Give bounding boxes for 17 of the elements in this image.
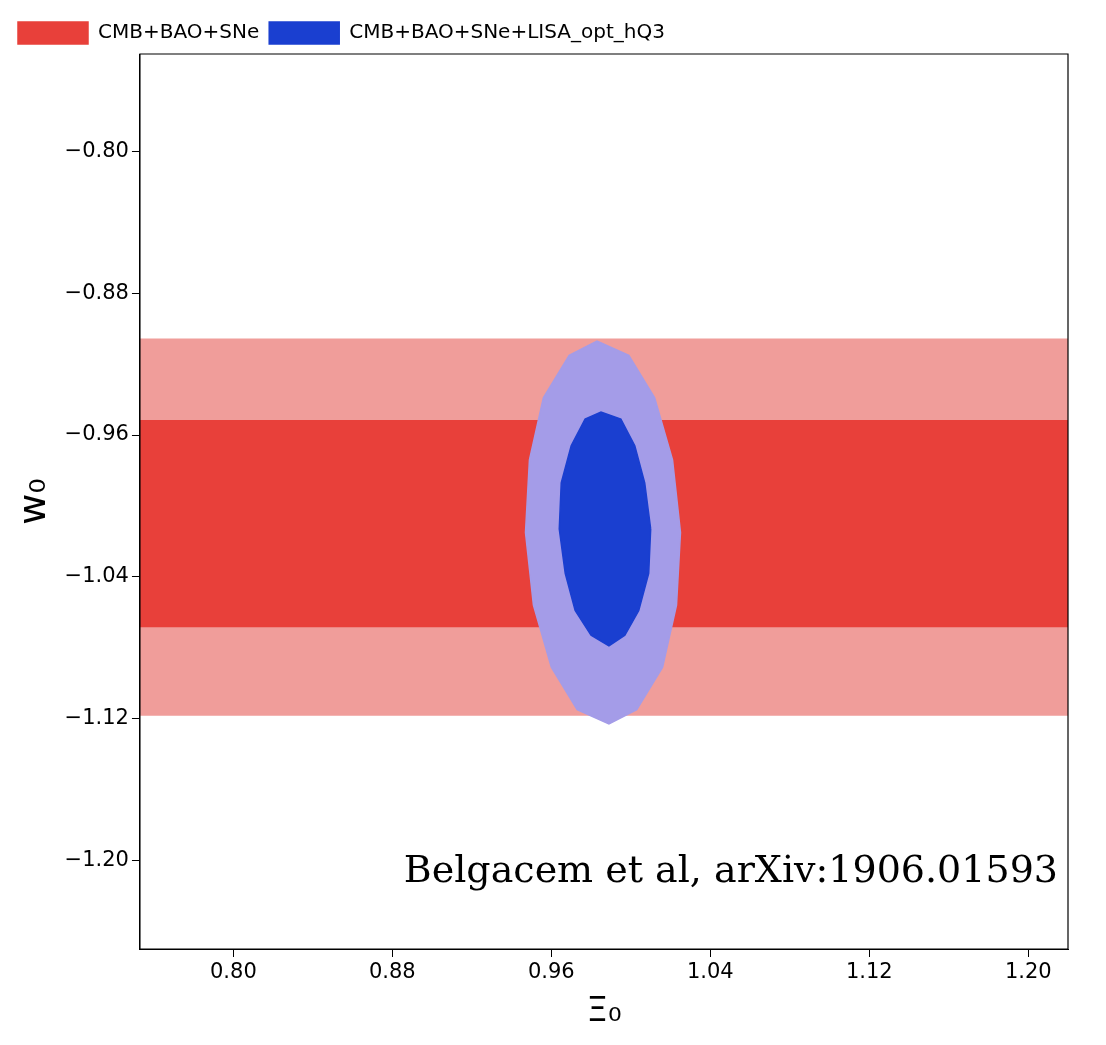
y-tick-label: −1.12 — [64, 705, 129, 730]
x-tick-label: 0.88 — [368, 959, 416, 984]
y-tick-label: −0.80 — [64, 137, 129, 162]
y-axis-title: w₀ — [9, 478, 54, 525]
y-tick-label: −1.20 — [64, 846, 129, 871]
x-tick-label: 0.80 — [209, 959, 257, 984]
legend-label: CMB+BAO+SNe+LISA_opt_hQ3 — [349, 19, 665, 44]
x-axis-title: Ξ₀ — [586, 989, 622, 1030]
y-tick-label: −0.96 — [64, 421, 129, 446]
x-tick-label: 0.96 — [527, 959, 575, 984]
x-tick-label: 1.12 — [845, 959, 893, 984]
x-tick-label: 1.20 — [1004, 959, 1052, 984]
legend-label: CMB+BAO+SNe — [98, 19, 260, 44]
annotation: Belgacem et al, arXiv:1906.01593 — [403, 846, 1058, 891]
y-tick-label: −0.88 — [64, 279, 129, 304]
x-tick-label: 1.04 — [686, 959, 734, 984]
y-tick-label: −1.04 — [64, 563, 129, 588]
